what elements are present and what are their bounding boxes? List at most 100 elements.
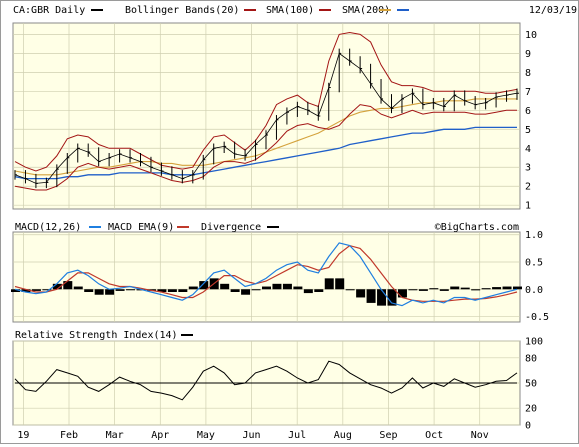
month-tick-label: 19 [17, 430, 29, 441]
header-date: 12/03/19 [529, 5, 577, 16]
month-tick-label: Aug [334, 430, 352, 441]
divergence-bar [63, 281, 73, 290]
divergence-bar [11, 289, 20, 292]
divergence-bar [84, 289, 94, 292]
macd-y-tick-label: 0.5 [525, 258, 543, 269]
divergence-bar [251, 289, 261, 291]
divergence-legend-label: Divergence [201, 222, 261, 233]
divergence-bar [31, 289, 41, 291]
rsi-legend: Relative Strength Index(14) [15, 330, 193, 341]
month-tick-label: May [197, 430, 215, 441]
divergence-bar [335, 278, 345, 290]
divergence-bar [94, 289, 104, 295]
macd-y-tick-label: -0.5 [525, 312, 549, 323]
price-panel [12, 22, 521, 210]
price-line [14, 52, 518, 184]
divergence-bar [220, 283, 230, 290]
macd-legend-label: MACD(12,26) [15, 222, 81, 233]
divergence-bar [241, 289, 251, 295]
price-y-tick-label: 10 [525, 30, 537, 41]
divergence-bar [73, 286, 83, 290]
legend-sma100-label: SMA(100) [266, 5, 314, 16]
divergence-bar [272, 283, 282, 290]
divergence-bar [408, 289, 418, 291]
divergence-bar [502, 286, 512, 290]
divergence-bar [199, 281, 209, 290]
divergence-bar [345, 289, 355, 291]
price-y-tick-label: 4 [525, 144, 531, 155]
month-tick-label: Apr [151, 430, 169, 441]
chart-marks: 19 Feb Mar Apr May Jun Jul Aug Sep Oct Nov 1 2 3 4 5 6 7 8… [11, 23, 549, 441]
month-tick-label: Mar [106, 430, 124, 441]
divergence-bar [324, 278, 334, 290]
divergence-bar [105, 289, 115, 295]
macd-line [14, 242, 518, 307]
rsi-legend-label: Relative Strength Index(14) [15, 330, 178, 341]
price-y-tick-label: 1 [525, 201, 531, 212]
price-y-tick-label: 2 [525, 182, 531, 193]
macd-ema-line [14, 244, 518, 302]
divergence-bar [439, 289, 449, 291]
divergence-bar [42, 289, 52, 291]
symbol-label: CA:GBR Daily [13, 5, 85, 16]
divergence-bar [481, 288, 491, 290]
header: CA:GBR Daily Bollinger Bands(20) SMA(100… [13, 5, 577, 16]
price-y-tick-label: 9 [525, 49, 531, 60]
divergence-bar [157, 289, 167, 292]
month-tick-label: Sep [379, 430, 397, 441]
rsi-y-tick-label: 20 [525, 404, 537, 415]
divergence-bar [513, 286, 522, 290]
divergence-bar [397, 289, 407, 298]
divergence-bar [366, 289, 376, 303]
month-tick-label: Nov [471, 430, 489, 441]
macd-legend: MACD(12,26) MACD EMA(9) Divergence ©BigC… [15, 222, 519, 233]
divergence-bar [450, 286, 460, 290]
divergence-bar [314, 289, 324, 292]
bollinger-lower-line [14, 104, 517, 191]
divergence-bar [418, 289, 428, 291]
divergence-bar [230, 289, 240, 292]
rsi-y-tick-label: 0 [525, 421, 531, 432]
divergence-bar [293, 286, 303, 290]
macd-panel [12, 231, 521, 323]
rsi-line [14, 360, 518, 401]
divergence-bar [492, 287, 502, 290]
macd-y-tick-label: 1.0 [525, 230, 543, 241]
divergence-bar [188, 286, 198, 290]
rsi-y-tick-label: 100 [525, 337, 543, 348]
divergence-bar [115, 289, 125, 291]
price-y-tick-label: 6 [525, 106, 531, 117]
divergence-bar [377, 289, 387, 306]
legend-sma200-label: SMA(200) [342, 5, 390, 16]
divergence-bar [21, 289, 31, 292]
divergence-bar [429, 288, 439, 290]
divergence-bar [303, 289, 313, 294]
rsi-y-tick-label: 50 [525, 379, 537, 390]
divergence-bar [262, 286, 271, 290]
macd-ema-legend-label: MACD EMA(9) [108, 222, 174, 233]
divergence-bar [282, 283, 292, 290]
price-y-tick-label: 8 [525, 68, 531, 79]
watermark: ©BigCharts.com [435, 222, 519, 233]
month-tick-label: Feb [60, 430, 78, 441]
macd-y-tick-label: 0.0 [525, 285, 543, 296]
price-y-tick-label: 5 [525, 125, 531, 136]
month-tick-label: Jun [243, 430, 261, 441]
divergence-bar [167, 289, 177, 292]
divergence-bar [126, 289, 136, 291]
price-y-tick-label: 7 [525, 87, 531, 98]
divergence-bar [52, 283, 62, 290]
divergence-bar [471, 289, 481, 291]
divergence-bar [387, 289, 397, 306]
divergence-bar [178, 289, 188, 292]
rsi-y-tick-label: 80 [525, 353, 537, 364]
month-tick-label: Jul [288, 430, 306, 441]
divergence-bar [356, 289, 366, 298]
legend-boll-label: Bollinger Bands(20) [125, 5, 239, 16]
sma200-line [14, 126, 517, 180]
bollinger-upper-line [14, 31, 518, 172]
month-tick-label: Oct [425, 430, 443, 441]
divergence-bar [460, 287, 470, 290]
